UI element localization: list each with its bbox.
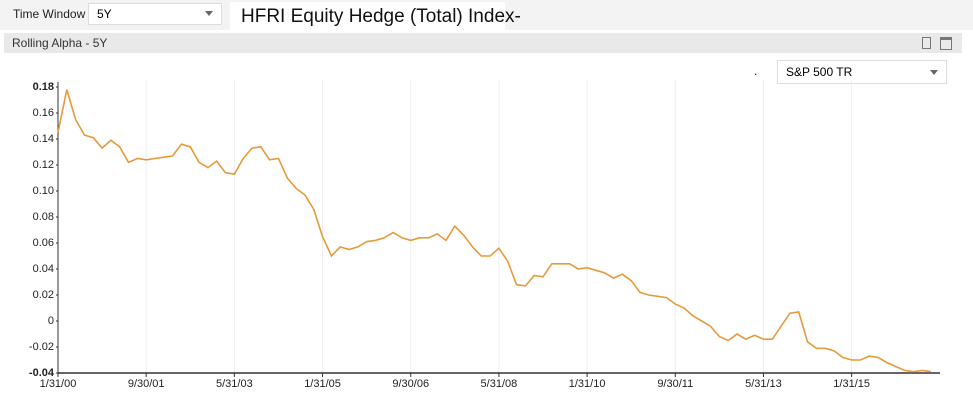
y-tick-label: -0.04 [29, 367, 55, 379]
x-tick-label: 5/31/13 [745, 378, 782, 390]
benchmark-value: S&P 500 TR [786, 65, 853, 79]
y-tick-label: 0.16 [33, 107, 54, 119]
y-tick-label: 0.10 [33, 185, 54, 197]
series-line [57, 89, 932, 373]
time-window-value: 5Y [97, 7, 112, 21]
x-tick-label: 5/31/08 [481, 378, 518, 390]
x-tick-label: 9/30/06 [392, 378, 429, 390]
y-tick-label: -0.02 [29, 341, 54, 353]
x-tick-label: 5/31/03 [216, 378, 253, 390]
fund-title: HFRI Equity Hedge (Total) Index- [241, 6, 521, 27]
x-tick-label: 1/31/05 [304, 378, 341, 390]
x-tick-label: 1/31/15 [833, 378, 870, 390]
y-tick-label: 0.12 [33, 159, 54, 171]
time-window-label: Time Window [13, 7, 86, 21]
y-tick-label: 0.06 [33, 237, 54, 249]
x-tick-label: 9/30/11 [657, 378, 693, 390]
bookmark-icon[interactable] [922, 37, 931, 49]
x-tick-label: 1/31/10 [569, 378, 606, 390]
marker: . [754, 64, 758, 78]
panel-title: Rolling Alpha - 5Y [12, 36, 108, 50]
x-tick-label: 9/30/01 [128, 378, 165, 390]
y-tick-label: 0.08 [33, 211, 54, 223]
benchmark-select[interactable]: S&P 500 TR [777, 60, 947, 84]
x-tick-label: 1/31/00 [40, 378, 77, 390]
y-tick-label: 0.02 [33, 289, 54, 301]
time-window-select[interactable]: 5Y [88, 3, 222, 25]
y-tick-label: 0.04 [33, 263, 54, 275]
panel-header: Rolling Alpha - 5Y [4, 33, 962, 53]
y-tick-label: 0.18 [33, 81, 54, 93]
y-tick-label: 0.14 [33, 133, 54, 145]
caret [930, 70, 938, 75]
caret [205, 11, 213, 16]
fund-title-box: HFRI Equity Hedge (Total) Index- [230, 2, 521, 30]
y-tick-label: 0 [48, 315, 54, 327]
maximize-icon[interactable] [940, 37, 952, 50]
